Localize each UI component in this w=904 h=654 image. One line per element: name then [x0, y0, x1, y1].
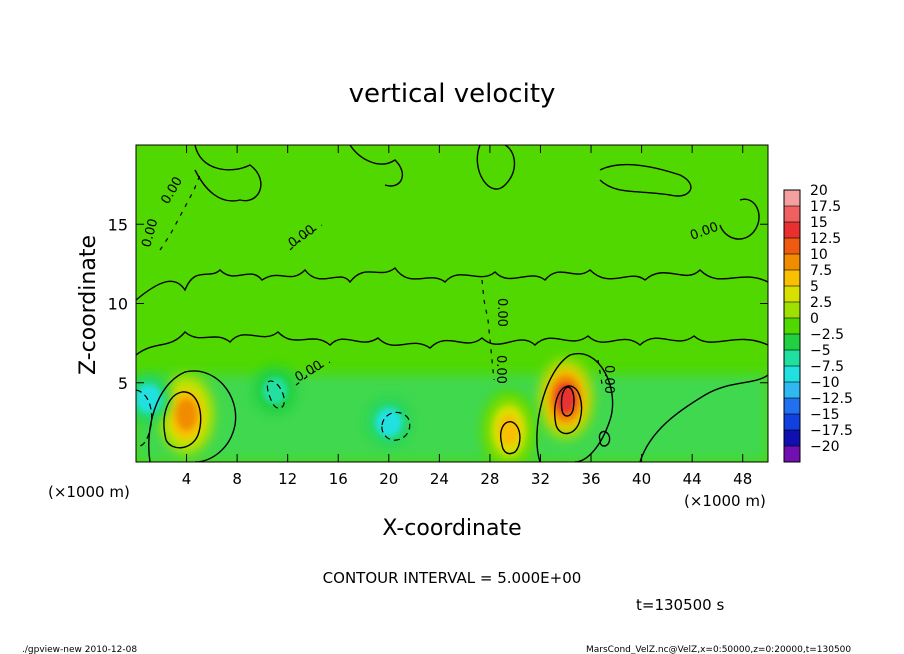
colorbar-swatch — [784, 382, 800, 399]
colorbar-label: −17.5 — [810, 423, 853, 439]
colorbar-swatch — [784, 334, 800, 351]
colorbar-label: 2.5 — [810, 295, 832, 311]
colorbar-label: 5 — [810, 279, 819, 295]
contour-right-updraft-outer — [536, 352, 614, 462]
colorbar-swatch — [784, 446, 800, 463]
chart-title: vertical velocity — [349, 79, 556, 109]
downdraft-shading — [380, 413, 397, 432]
contour-top-mid — [349, 145, 404, 187]
x-tick-label: 8 — [232, 470, 242, 488]
colorbar-swatch — [784, 414, 800, 431]
time-label: t=130500 s — [636, 596, 724, 614]
downdraft-shading — [140, 389, 157, 408]
colorbar-label: −15 — [810, 407, 840, 423]
contour-lines — [136, 145, 768, 462]
contour-label: 0.00 — [493, 355, 508, 384]
colorbar-label: 12.5 — [810, 231, 841, 247]
colorbar-swatch — [784, 318, 800, 335]
colorbar-swatch — [784, 430, 800, 447]
colorbar: 2017.51512.5107.552.50−2.5−5−7.5−10−12.5… — [783, 183, 853, 463]
colorbar-label: −7.5 — [810, 359, 844, 375]
colorbar-label: −5 — [810, 343, 831, 359]
colorbar-label: 0 — [810, 311, 819, 327]
contour-rise-right — [639, 374, 768, 462]
y-tick-label: 5 — [118, 374, 128, 393]
contour-top-right — [476, 145, 516, 190]
zero-chain-left-top — [159, 174, 201, 251]
contour-updraft-29 — [500, 421, 521, 455]
x-tick-label: 44 — [683, 470, 702, 488]
zero-chain-mid-top — [289, 224, 323, 251]
contour-mid-band — [136, 331, 768, 356]
x-tick-label: 28 — [480, 470, 499, 488]
colorbar-swatch — [784, 238, 800, 255]
contour-left-updraft-inner — [163, 391, 202, 449]
colorbar-swatch — [784, 302, 800, 319]
zero-chain-mid-low — [295, 361, 331, 386]
contour-right-high — [719, 198, 760, 240]
x-tick-label: 16 — [329, 470, 348, 488]
zero-chain-x28 — [481, 279, 495, 381]
x-axis: 4 8 12 16 20 24 28 32 36 40 44 48 — [182, 145, 752, 488]
colorbar-label: 15 — [810, 215, 828, 231]
x-axis-label: X-coordinate — [382, 516, 521, 541]
colorbar-label: −2.5 — [810, 327, 844, 343]
x-tick-label: 32 — [531, 470, 550, 488]
contour-label: 0.00 — [601, 365, 616, 394]
contour-interval-note: CONTOUR INTERVAL = 5.000E+00 — [323, 569, 582, 587]
colorbar-label: −10 — [810, 375, 840, 391]
contour-upper-band — [136, 266, 768, 301]
contour-top-far-right — [599, 163, 692, 197]
contour-label: 0.00 — [139, 217, 161, 249]
dashed-contours — [136, 380, 411, 447]
colorbar-label: −20 — [810, 439, 840, 455]
colorbar-swatch — [784, 350, 800, 367]
colorbar-label: −12.5 — [810, 391, 853, 407]
y-axis: 5 10 15 — [108, 215, 768, 393]
y-tick-label: 15 — [108, 215, 128, 234]
colorbar-swatch — [784, 398, 800, 415]
contour-label: 0.00 — [494, 298, 509, 327]
contour-left-updraft-outer — [148, 370, 237, 462]
colorbar-label: 7.5 — [810, 263, 832, 279]
plot-area: 0.00 0.00 0.00 0.00 0.00 0.00 0.00 0.00 — [136, 145, 768, 462]
footer-left: ./gpview-new 2010-12-08 — [22, 645, 137, 654]
colorbar-label: 17.5 — [810, 199, 841, 215]
x-tick-label: 36 — [581, 470, 600, 488]
x-tick-label: 4 — [182, 470, 192, 488]
y-tick-label: 10 — [108, 295, 128, 314]
colorbar-label: 20 — [810, 183, 828, 199]
colorbar-swatch — [784, 286, 800, 303]
contour-right-updraft-inner — [554, 385, 583, 435]
x-tick-label: 12 — [278, 470, 297, 488]
dotted-zero-chains — [159, 174, 603, 386]
x-tick-label: 48 — [733, 470, 752, 488]
y-axis-label: Z-coordinate — [76, 235, 101, 375]
colorbar-swatch — [784, 254, 800, 271]
updraft-shading — [176, 398, 197, 431]
x-tick-label: 40 — [632, 470, 651, 488]
colorbar-swatch — [784, 206, 800, 223]
x-tick-label: 20 — [379, 470, 398, 488]
contour-updraft-36 — [598, 430, 611, 447]
dashed-contour-left-edge — [136, 389, 153, 447]
zero-chain-x35 — [597, 359, 603, 385]
colorbar-label: 10 — [810, 247, 828, 263]
x-tick-label: 24 — [430, 470, 449, 488]
colorbar-swatch — [784, 190, 800, 207]
contour-right-updraft-core — [560, 386, 575, 417]
lower-layer-tint — [136, 375, 768, 462]
x-unit-right: (×1000 m) — [684, 492, 766, 510]
colorbar-swatch — [784, 222, 800, 239]
colorbar-swatch — [784, 270, 800, 287]
footer-right: MarsCond_VelZ.nc@VelZ,x=0:50000,z=0:2000… — [586, 645, 851, 654]
colorbar-swatch — [784, 366, 800, 383]
x-unit-left: (×1000 m) — [48, 483, 130, 501]
dashed-contour-20km — [381, 411, 411, 441]
contour-top-left — [194, 145, 262, 202]
